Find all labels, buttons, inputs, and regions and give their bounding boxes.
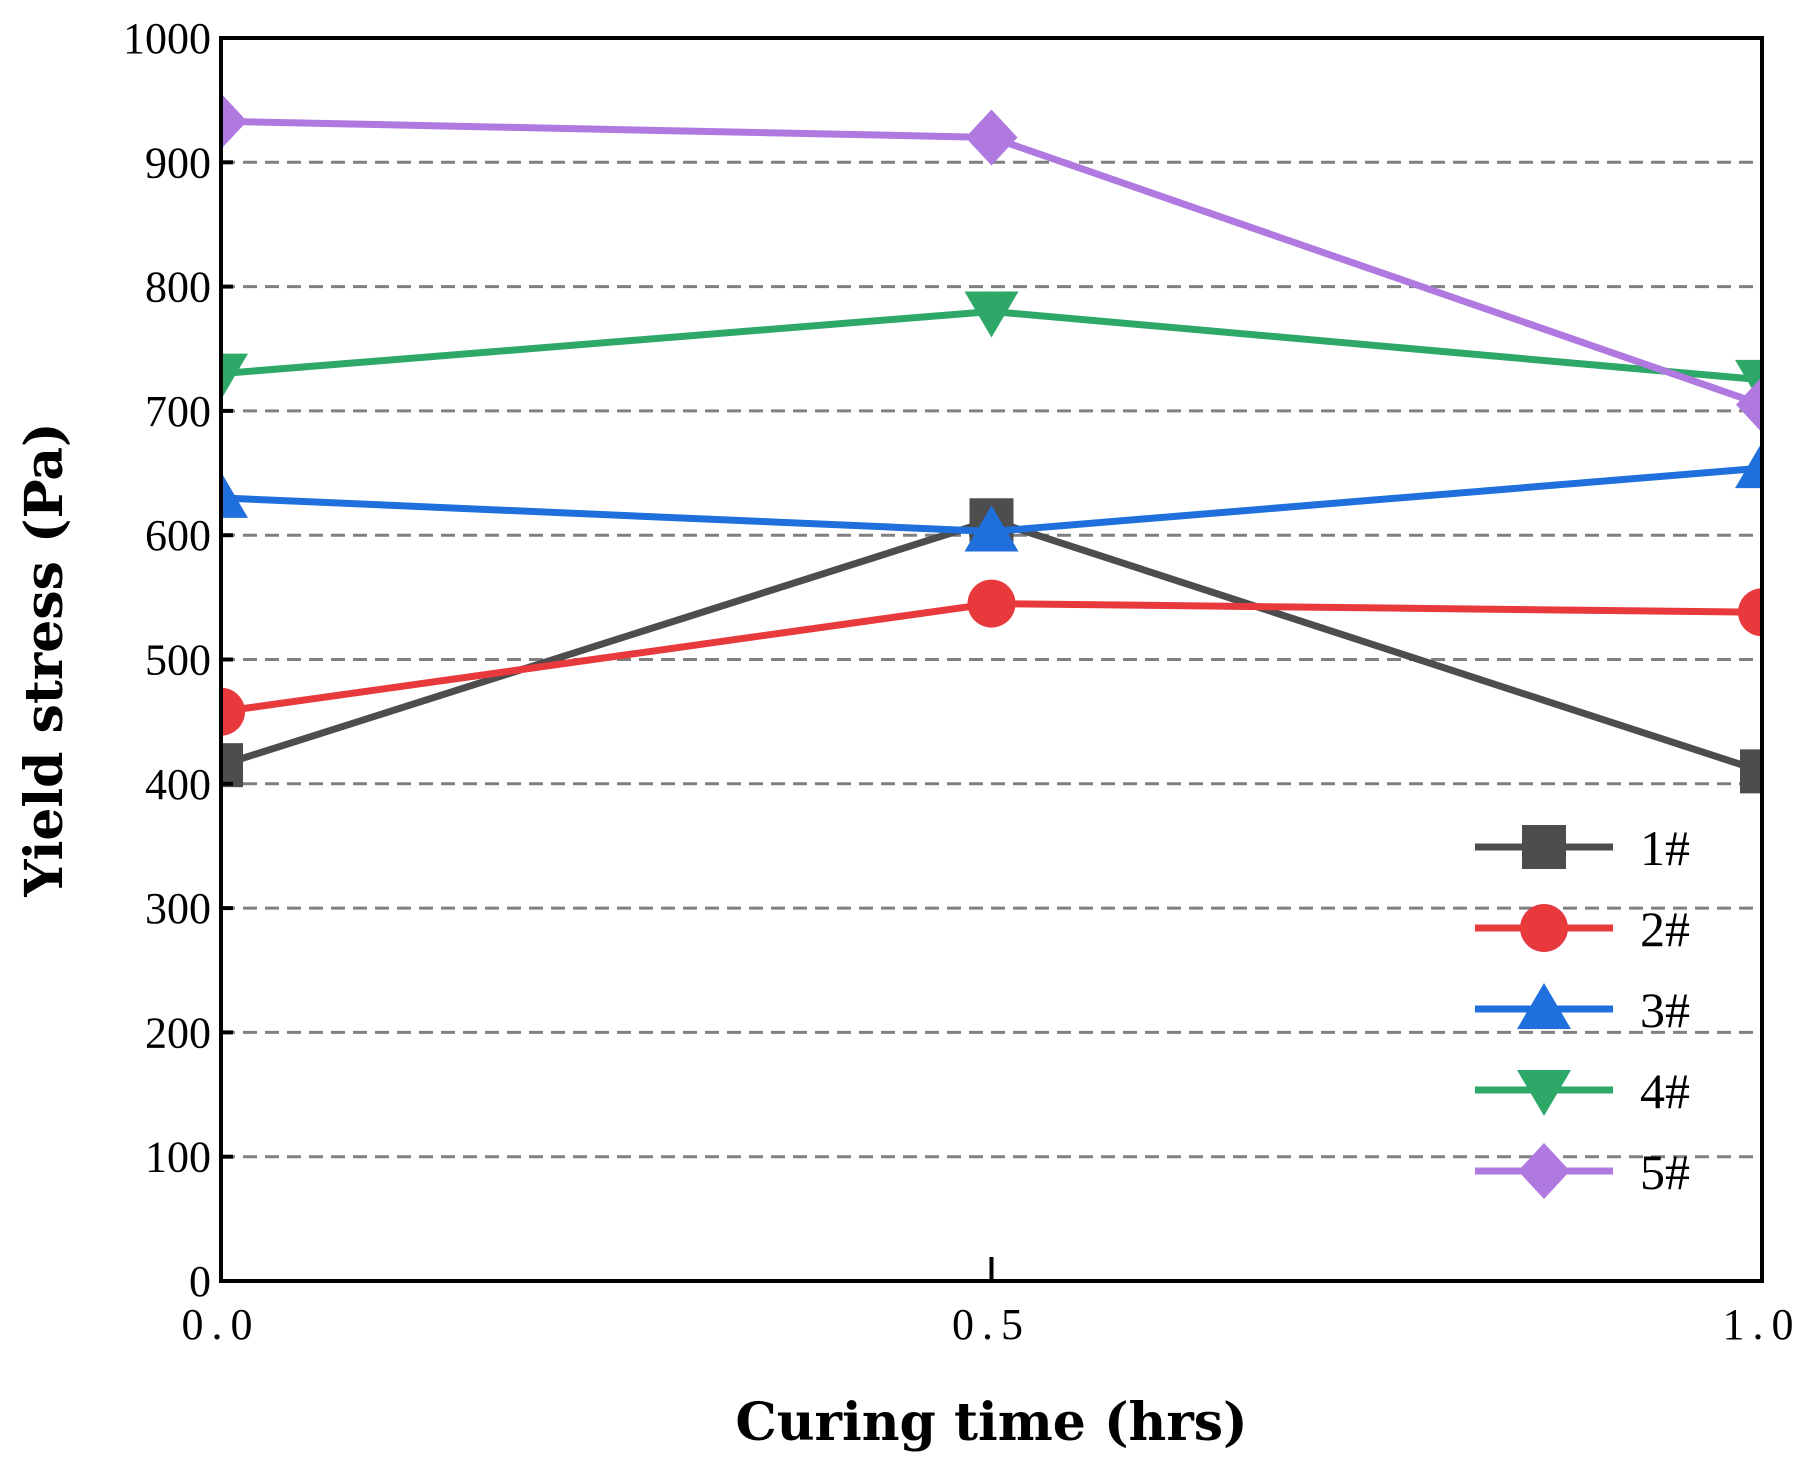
series-5 [221, 93, 1762, 433]
data-point [221, 687, 245, 736]
y-tick-label: 0 [189, 1257, 211, 1306]
y-tick-label: 100 [145, 1133, 211, 1182]
data-point [1736, 376, 1762, 433]
legend-label: 2# [1640, 901, 1690, 957]
data-point [967, 579, 1016, 628]
series-line [221, 516, 1762, 775]
y-tick-label: 300 [145, 884, 211, 933]
x-axis-title: Curing time (hrs) [735, 1392, 1247, 1453]
x-tick-label: 0.5 [952, 1300, 1031, 1349]
y-tick-label: 600 [145, 511, 211, 560]
legend-marker [1522, 825, 1566, 869]
legend-marker [1520, 904, 1568, 952]
legend-label: 5# [1640, 1144, 1690, 1200]
legend-label: 1# [1640, 820, 1690, 876]
data-point [964, 505, 1019, 552]
legend-item: 1# [1475, 820, 1690, 876]
series-2 [221, 579, 1762, 736]
legend-item: 5# [1475, 1143, 1690, 1200]
axis-ticks: 0 100 200 300 400 500 600 700 800 900 1000 0.0 0.5 1.… [123, 14, 1802, 1349]
x-tick-label: 0.0 [182, 1300, 261, 1349]
legend-marker [1517, 1070, 1571, 1116]
y-axis-title: Yield stress (Pa) [14, 422, 75, 897]
y-tick-label: 400 [145, 760, 211, 809]
y-tick-label: 1000 [123, 14, 211, 63]
data-point [1735, 442, 1762, 489]
data-point [221, 743, 243, 788]
legend-label: 4# [1640, 1063, 1690, 1119]
legend-item: 2# [1475, 901, 1690, 957]
legend-item: 4# [1475, 1063, 1690, 1119]
data-point [1738, 588, 1762, 637]
y-tick-label: 700 [145, 387, 211, 436]
series-4 [221, 291, 1762, 406]
y-tick-label: 900 [145, 138, 211, 187]
data-point [965, 109, 1018, 166]
data-point [221, 353, 248, 400]
legend-marker [1518, 1143, 1570, 1199]
x-tick-label: 1.0 [1723, 1300, 1802, 1349]
legend: 1# 2# 3# 4# 5# [1475, 820, 1690, 1200]
legend-item: 3# [1475, 982, 1690, 1038]
y-tick-label: 200 [145, 1008, 211, 1057]
data-point [1740, 749, 1762, 794]
legend-label: 3# [1640, 982, 1690, 1038]
y-tick-label: 500 [145, 636, 211, 685]
data-point [221, 93, 247, 150]
series-layer [221, 93, 1762, 794]
data-point [221, 471, 248, 518]
series-3 [221, 442, 1762, 552]
y-tick-label: 800 [145, 263, 211, 312]
data-point [964, 291, 1019, 338]
legend-marker [1517, 983, 1571, 1029]
